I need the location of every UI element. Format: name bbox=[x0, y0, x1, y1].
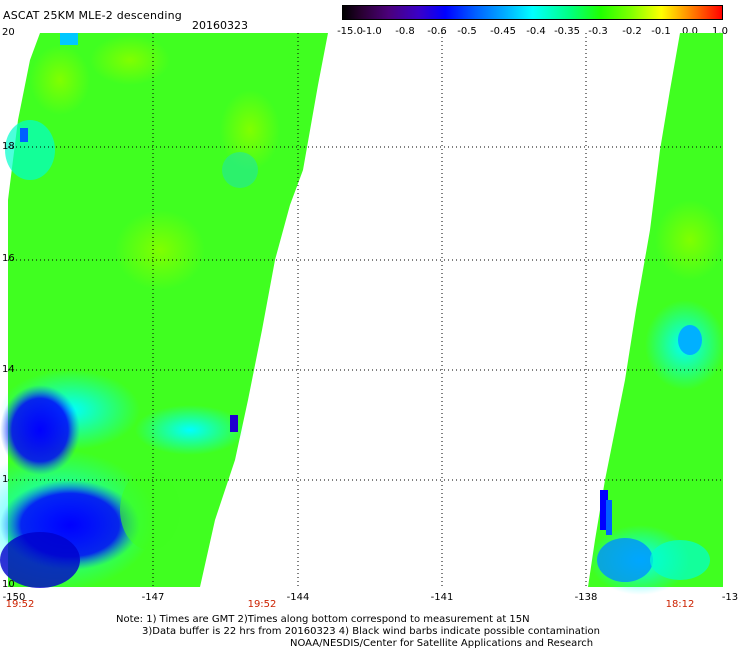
colorbar-tick: 1.0 bbox=[712, 26, 728, 37]
right-swath bbox=[588, 33, 723, 587]
note-line-2: 3)Data buffer is 22 hrs from 20160323 4)… bbox=[142, 626, 600, 637]
colorbar-tick: -0.45 bbox=[490, 26, 516, 37]
note-line-3: NOAA/NESDIS/Center for Satellite Applica… bbox=[290, 638, 594, 649]
colorbar-tick: -0.3 bbox=[588, 26, 608, 37]
lat-lon-grid bbox=[8, 33, 723, 587]
left-swath-texture bbox=[0, 33, 280, 590]
pass-time-right: 18:12 bbox=[665, 599, 695, 610]
lon-label: -144 bbox=[286, 592, 310, 603]
lon-label: -147 bbox=[141, 592, 165, 603]
pass-time-left: 19:52 bbox=[5, 599, 35, 610]
color-scale-bar bbox=[342, 5, 723, 20]
colorbar-tick: -1.0 bbox=[362, 26, 382, 37]
lat-label: 10 bbox=[2, 579, 15, 590]
lon-label: -141 bbox=[430, 592, 454, 603]
lat-label: 16 bbox=[2, 253, 15, 264]
colorbar-tick: -0.6 bbox=[427, 26, 447, 37]
note-line-1: Note: 1) Times are GMT 2)Times along bot… bbox=[116, 614, 530, 625]
lat-label: 14 bbox=[2, 364, 15, 375]
lat-label: 1 bbox=[2, 474, 9, 485]
right-swath-texture bbox=[590, 200, 725, 595]
colorbar-tick: -15.0 bbox=[337, 26, 363, 37]
map-date: 20160323 bbox=[192, 19, 248, 32]
lon-label: -150 bbox=[2, 592, 26, 603]
colorbar-tick: -0.8 bbox=[395, 26, 415, 37]
lon-label: -13 bbox=[721, 592, 739, 603]
colorbar-tick: -0.4 bbox=[526, 26, 546, 37]
colorbar-tick: -0.5 bbox=[457, 26, 477, 37]
map-title: ASCAT 25KM MLE-2 descending bbox=[3, 9, 182, 22]
colorbar-tick: -0.1 bbox=[651, 26, 671, 37]
pass-time-middle: 19:52 bbox=[247, 599, 277, 610]
lon-label: -138 bbox=[574, 592, 598, 603]
colorbar-tick: -0.2 bbox=[622, 26, 642, 37]
colorbar-tick: -0.35 bbox=[554, 26, 580, 37]
colorbar-tick: 0.0 bbox=[682, 26, 698, 37]
lat-label: 20 bbox=[2, 27, 15, 38]
lat-label: 18 bbox=[2, 141, 15, 152]
